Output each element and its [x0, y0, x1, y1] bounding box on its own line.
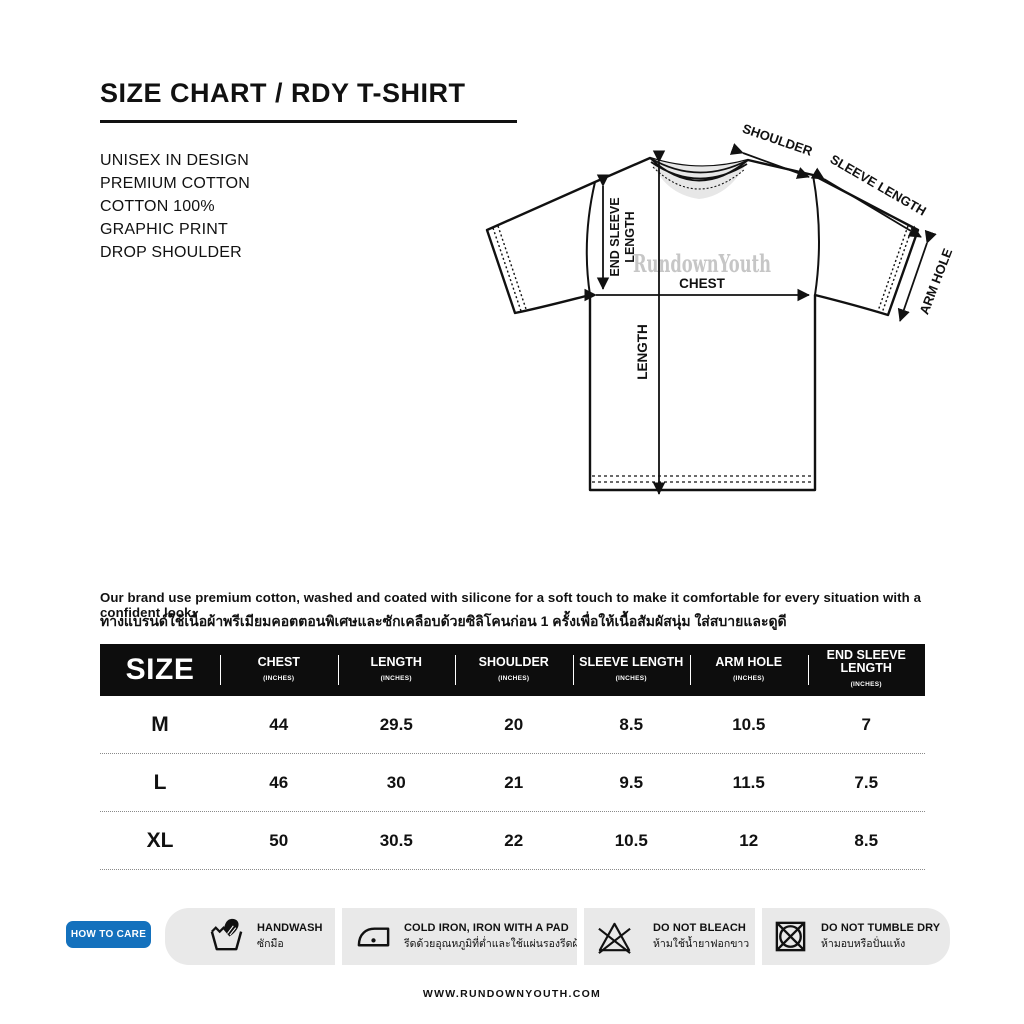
size-cell: L — [153, 770, 167, 794]
care-instructions-bar: HANDWASH ซักมือ COLD IRON, IRON WITH A P… — [165, 908, 950, 965]
col-header-end-sleeve-length: END SLEEVE LENGTH (INCHES) — [808, 649, 926, 691]
col-label: LENGTH — [370, 654, 422, 669]
do-not-bleach-icon — [598, 922, 631, 954]
col-header-size: SIZE — [100, 653, 220, 687]
value-cell: 8.5 — [619, 714, 644, 734]
shoulder-arrow — [729, 143, 810, 179]
care-divider — [577, 908, 584, 965]
care-label-en: HANDWASH — [257, 921, 323, 934]
col-unit: (INCHES) — [263, 674, 295, 682]
care-divider — [755, 908, 762, 965]
col-unit: (INCHES) — [615, 674, 647, 682]
how-to-care-button[interactable]: HOW TO CARE — [66, 921, 151, 948]
header-divider — [572, 655, 574, 685]
care-item-do-not-tumble-dry: DO NOT TUMBLE DRY ห้ามอบหรือปั่นแห้ง — [821, 922, 940, 952]
sleeve-length-arrow — [810, 167, 922, 238]
care-label-th: รีดด้วยอุณหภูมิที่ต่ำและใช้แผ่นรองรีดผ้า — [404, 937, 585, 950]
table-row-m: M 44 29.5 20 8.5 10.5 7 — [100, 696, 925, 754]
care-label-th: ห้ามอบหรือปั่นแห้ง — [821, 937, 906, 950]
description-en: Our brand use premium cotton, washed and… — [100, 590, 922, 620]
do-not-tumble-dry-icon — [775, 921, 806, 952]
col-header-sleeve-length: SLEEVE LENGTH (INCHES) — [573, 654, 691, 685]
brand-logo: RundownYouth — [633, 249, 771, 278]
col-label: SHOULDER — [478, 654, 549, 669]
value-cell: 12 — [739, 830, 759, 850]
size-cell: M — [151, 712, 169, 736]
value-cell: 11.5 — [732, 772, 765, 792]
feature-item: COTTON 100% — [100, 198, 215, 215]
col-unit: (INCHES) — [733, 674, 765, 682]
page-title: SIZE CHART / RDY T-SHIRT — [100, 78, 466, 108]
table-row-xl: XL 50 30.5 22 10.5 12 8.5 — [100, 812, 925, 870]
left-sleeve-seam — [585, 181, 596, 296]
hem-stitch — [592, 475, 813, 483]
col-unit: (INCHES) — [380, 674, 412, 682]
left-cuff-stitch — [492, 225, 527, 312]
header-divider — [220, 655, 221, 685]
value-cell: 20 — [504, 714, 524, 734]
header-divider — [807, 655, 809, 685]
header-divider — [690, 655, 691, 685]
tshirt-measurement-diagram: RundownYouth CHEST LENGTH END SLEEVE LEN… — [485, 121, 955, 495]
value-cell: 7.5 — [854, 772, 879, 792]
care-label-en: DO NOT TUMBLE DRY — [821, 921, 941, 934]
care-item-cold-iron: COLD IRON, IRON WITH A PAD รีดด้วยอุณหภู… — [404, 922, 585, 952]
col-label: SIZE — [125, 653, 195, 686]
value-cell: 30.5 — [379, 830, 413, 850]
value-cell: 50 — [269, 830, 289, 850]
col-header-chest: CHEST (INCHES) — [220, 654, 338, 685]
col-header-arm-hole: ARM HOLE (INCHES) — [690, 654, 808, 685]
label-end-sleeve-line2: LENGTH — [623, 211, 637, 262]
size-table-header: SIZE CHEST (INCHES) LENGTH (INCHES) SHOU… — [100, 644, 925, 696]
value-cell: 9.5 — [619, 772, 644, 792]
size-cell: XL — [146, 828, 174, 852]
col-unit: (INCHES) — [850, 681, 882, 688]
website-url: WWW.RUNDOWNYOUTH.COM — [422, 988, 602, 1000]
label-length: LENGTH — [635, 324, 650, 380]
label-shoulder: SHOULDER — [741, 121, 815, 159]
col-unit: (INCHES) — [498, 674, 530, 682]
value-cell: 46 — [269, 772, 289, 792]
value-cell: 7 — [861, 714, 871, 734]
care-label-th: ซักมือ — [257, 937, 284, 950]
iron-icon — [357, 927, 390, 947]
feature-item: GRAPHIC PRINT — [100, 221, 228, 238]
col-label: ARM HOLE — [715, 654, 783, 669]
feature-item: DROP SHOULDER — [100, 244, 242, 261]
label-end-sleeve-line1: END SLEEVE — [608, 197, 622, 276]
description-th: ทางแบรนด์ใช้เนื้อผ้าพรีเมียมคอตตอนพิเศษแ… — [100, 613, 787, 629]
value-cell: 44 — [269, 714, 289, 734]
care-item-do-not-bleach: DO NOT BLEACH ห้ามใช้น้ำยาฟอกขาว — [653, 922, 749, 952]
feature-list: UNISEX IN DESIGN PREMIUM COTTON COTTON 1… — [100, 149, 250, 264]
care-label-th: ห้ามใช้น้ำยาฟอกขาว — [653, 937, 750, 950]
care-item-handwash: HANDWASH ซักมือ — [257, 922, 323, 952]
care-label-en: COLD IRON, IRON WITH A PAD — [404, 921, 569, 934]
care-label-en: DO NOT BLEACH — [653, 921, 746, 934]
tshirt-outline — [485, 156, 920, 492]
feature-item: UNISEX IN DESIGN — [100, 152, 250, 169]
title-underline — [100, 120, 517, 123]
header-divider — [455, 655, 456, 685]
col-label: CHEST — [257, 654, 300, 669]
value-cell: 10.5 — [732, 714, 766, 734]
value-cell: 22 — [504, 830, 524, 850]
header-divider — [337, 655, 339, 685]
arm-hole-arrow — [897, 229, 937, 322]
table-row-l: L 46 30 21 9.5 11.5 7.5 — [100, 754, 925, 812]
value-cell: 30 — [386, 772, 406, 792]
value-cell: 21 — [504, 772, 524, 792]
care-divider — [335, 908, 342, 965]
size-table: SIZE CHEST (INCHES) LENGTH (INCHES) SHOU… — [100, 644, 925, 870]
col-header-length: LENGTH (INCHES) — [338, 654, 456, 685]
handwash-icon — [210, 918, 243, 951]
col-label: END SLEEVE LENGTH — [826, 648, 906, 675]
value-cell: 10.5 — [614, 830, 648, 850]
col-label: SLEEVE LENGTH — [579, 654, 684, 669]
label-chest: CHEST — [679, 276, 726, 291]
feature-item: PREMIUM COTTON — [100, 175, 251, 192]
col-header-shoulder: SHOULDER (INCHES) — [455, 654, 573, 685]
value-cell: 8.5 — [854, 830, 879, 850]
value-cell: 29.5 — [379, 714, 413, 734]
